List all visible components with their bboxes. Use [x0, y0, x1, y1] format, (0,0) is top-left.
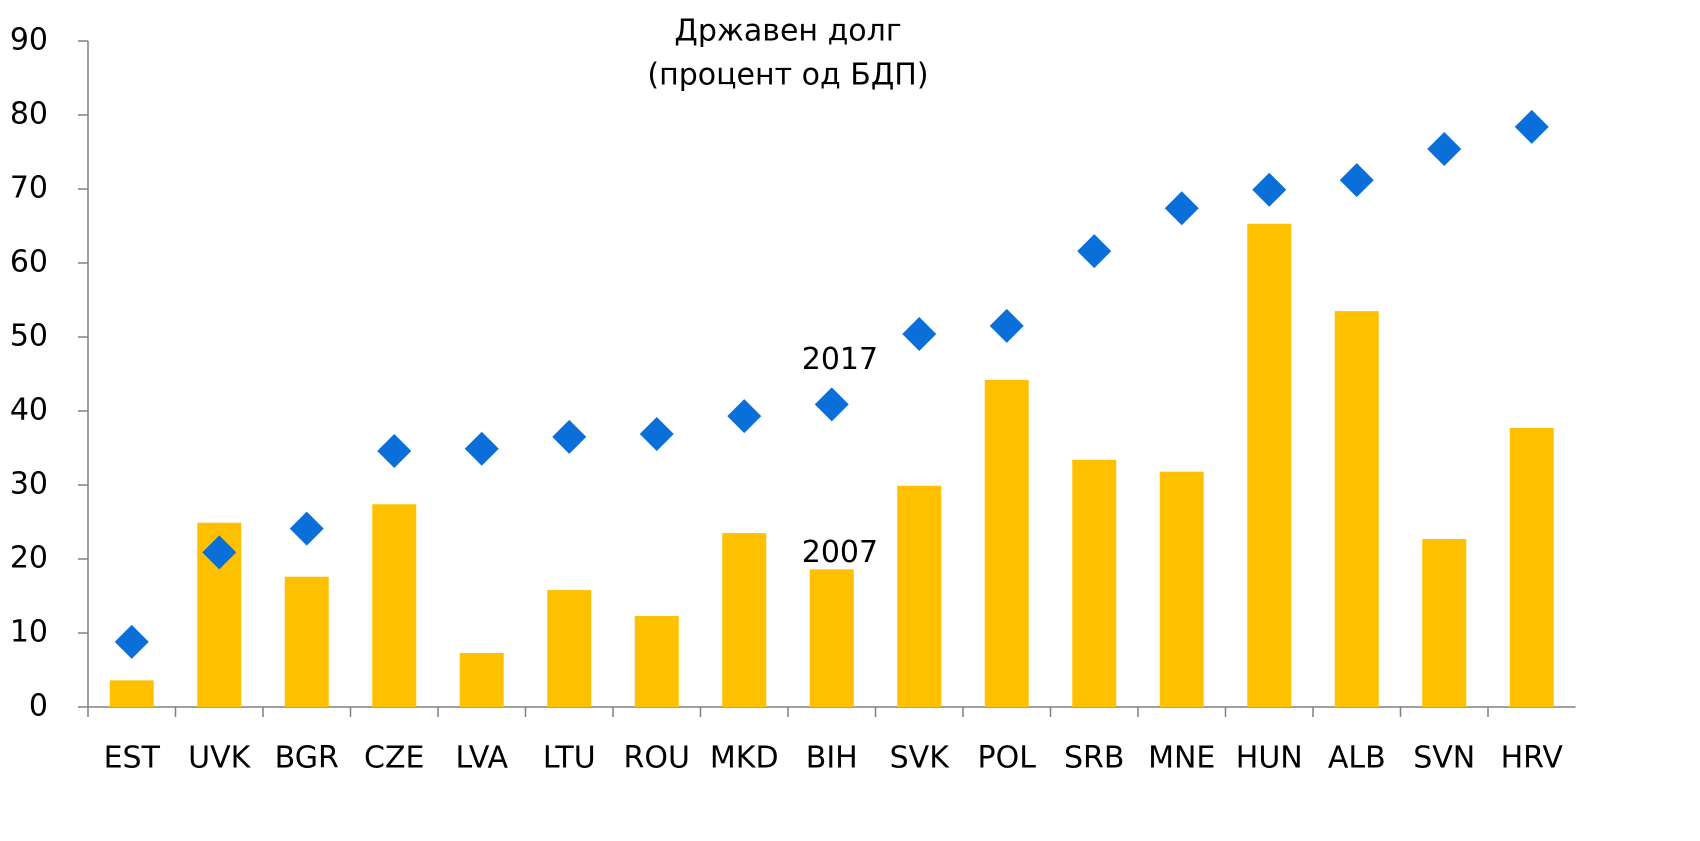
- diamond-marker: [989, 308, 1024, 343]
- y-tick-label: 80: [10, 97, 48, 132]
- bar: [372, 504, 417, 707]
- bar: [984, 379, 1029, 707]
- bar: [1334, 311, 1379, 707]
- x-tick-label: LVA: [455, 741, 508, 776]
- chart-title: Државен долг: [674, 14, 901, 49]
- x-tick-label: MNE: [1148, 741, 1215, 776]
- diamond-marker: [1077, 234, 1112, 269]
- y-tick-label: 30: [10, 467, 48, 502]
- x-tick-label: BIH: [806, 741, 858, 776]
- x-tick-label: ROU: [624, 741, 690, 776]
- bar: [109, 680, 154, 707]
- bar: [634, 615, 679, 707]
- x-tick-label: SVN: [1413, 741, 1475, 776]
- diamond-marker: [727, 399, 762, 434]
- diamond-marker: [814, 387, 849, 422]
- diamond-marker: [202, 535, 237, 570]
- diamond-marker: [1339, 163, 1374, 198]
- x-tick-label: SVK: [890, 741, 951, 776]
- x-tick-label: HRV: [1501, 741, 1564, 776]
- x-tick-label: UVK: [188, 741, 251, 776]
- diamond-marker: [552, 419, 587, 454]
- y-tick-label: 40: [10, 393, 48, 428]
- bar: [1159, 471, 1204, 707]
- y-tick-label: 90: [10, 23, 48, 58]
- diamond-marker: [902, 317, 937, 352]
- y-tick-label: 0: [29, 689, 48, 724]
- diamond-marker: [1164, 191, 1199, 226]
- diamond-marker: [1427, 132, 1462, 167]
- bar: [809, 569, 854, 707]
- x-tick-label: MKD: [710, 741, 779, 776]
- bar: [1422, 539, 1467, 707]
- bar: [547, 590, 592, 707]
- diamond-marker: [464, 431, 499, 466]
- chart-subtitle: (процент од БДП): [647, 58, 928, 93]
- x-tick-label: BGR: [275, 741, 339, 776]
- series-label: 2007: [802, 535, 878, 570]
- y-tick-label: 60: [10, 245, 48, 280]
- x-tick-label: HUN: [1236, 741, 1303, 776]
- y-tick-label: 50: [10, 319, 48, 354]
- x-tick-label: LTU: [543, 741, 596, 776]
- diamond-marker: [377, 433, 412, 468]
- series-label: 2017: [802, 342, 878, 377]
- x-tick-label: ALB: [1328, 741, 1386, 776]
- bar: [459, 652, 504, 707]
- bar: [897, 485, 942, 707]
- y-tick-label: 20: [10, 541, 48, 576]
- diamond-marker: [114, 624, 149, 659]
- x-tick-label: CZE: [364, 741, 424, 776]
- diamond-marker: [639, 416, 674, 451]
- bar: [1509, 428, 1554, 707]
- diamond-marker: [289, 511, 324, 546]
- x-tick-label: EST: [104, 741, 161, 776]
- bar: [722, 533, 767, 707]
- diamond-marker: [1252, 172, 1287, 207]
- y-tick-label: 10: [10, 615, 48, 650]
- bar: [284, 576, 329, 707]
- bar: [1247, 223, 1292, 707]
- bar: [1072, 459, 1117, 707]
- diamond-marker: [1514, 109, 1549, 144]
- x-tick-label: SRB: [1064, 741, 1124, 776]
- y-tick-label: 70: [10, 171, 48, 206]
- x-tick-label: POL: [978, 741, 1037, 776]
